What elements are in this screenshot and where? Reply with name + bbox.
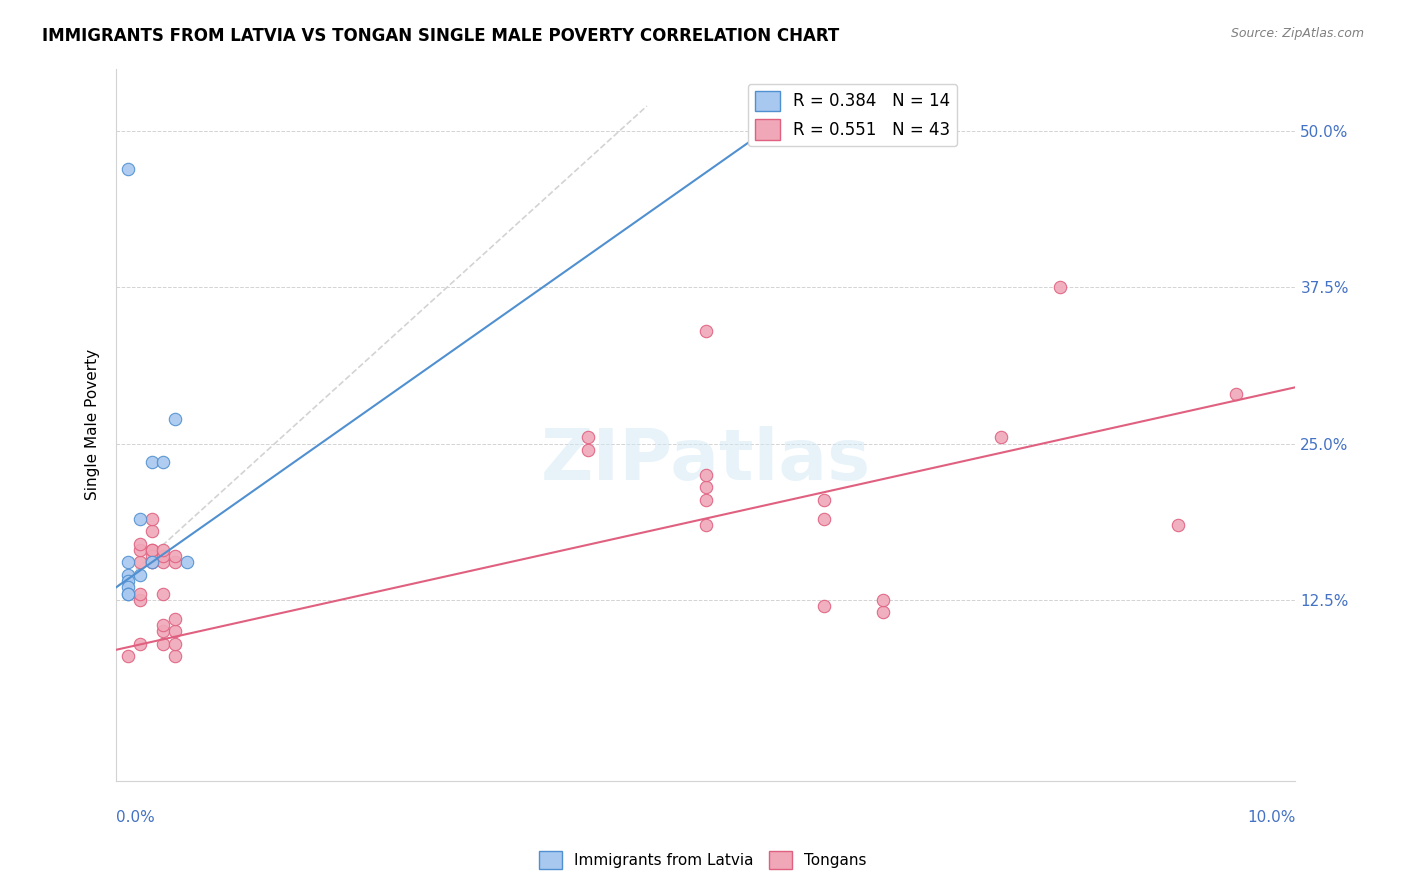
Point [165, 555, 187, 569]
Point [152, 542, 174, 557]
Point [695, 324, 717, 338]
Point [117, 567, 139, 582]
Point [141, 542, 163, 557]
Text: 10.0%: 10.0% [1247, 810, 1295, 824]
Point [141, 549, 163, 563]
Y-axis label: Single Male Poverty: Single Male Poverty [86, 349, 100, 500]
Point [117, 586, 139, 600]
Point [872, 605, 894, 619]
Legend: R = 0.384   N = 14, R = 0.551   N = 43: R = 0.384 N = 14, R = 0.551 N = 43 [748, 84, 957, 146]
Point [141, 511, 163, 525]
Point [141, 542, 163, 557]
Point [576, 442, 599, 457]
Point [141, 555, 163, 569]
Point [152, 586, 174, 600]
Text: ZIPatlas: ZIPatlas [541, 425, 870, 495]
Point [128, 542, 150, 557]
Point [152, 617, 174, 632]
Point [152, 624, 174, 638]
Point [128, 586, 150, 600]
Text: 0.0%: 0.0% [117, 810, 155, 824]
Point [1049, 280, 1071, 294]
Point [695, 467, 717, 482]
Point [141, 555, 163, 569]
Point [117, 555, 139, 569]
Point [152, 549, 174, 563]
Text: IMMIGRANTS FROM LATVIA VS TONGAN SINGLE MALE POVERTY CORRELATION CHART: IMMIGRANTS FROM LATVIA VS TONGAN SINGLE … [42, 27, 839, 45]
Point [117, 574, 139, 588]
Point [176, 555, 198, 569]
Point [165, 624, 187, 638]
Point [117, 586, 139, 600]
Point [141, 455, 163, 469]
Point [141, 524, 163, 538]
Point [695, 517, 717, 532]
Point [128, 511, 150, 525]
Point [117, 648, 139, 663]
Point [165, 636, 187, 650]
Text: Source: ZipAtlas.com: Source: ZipAtlas.com [1230, 27, 1364, 40]
Point [813, 599, 835, 613]
Point [695, 492, 717, 507]
Point [990, 430, 1012, 444]
Point [152, 636, 174, 650]
Point [1167, 517, 1189, 532]
Legend: Immigrants from Latvia, Tongans: Immigrants from Latvia, Tongans [533, 845, 873, 875]
Point [872, 592, 894, 607]
Point [576, 430, 599, 444]
Point [128, 636, 150, 650]
Point [117, 161, 139, 176]
Point [165, 648, 187, 663]
Point [128, 592, 150, 607]
Point [813, 492, 835, 507]
Point [152, 555, 174, 569]
Point [695, 480, 717, 494]
Point [813, 511, 835, 525]
Point [117, 580, 139, 594]
Point [1225, 386, 1247, 401]
Point [128, 567, 150, 582]
Point [165, 411, 187, 425]
Point [128, 536, 150, 550]
Point [128, 555, 150, 569]
Point [141, 555, 163, 569]
Point [165, 611, 187, 625]
Point [152, 455, 174, 469]
Point [165, 549, 187, 563]
